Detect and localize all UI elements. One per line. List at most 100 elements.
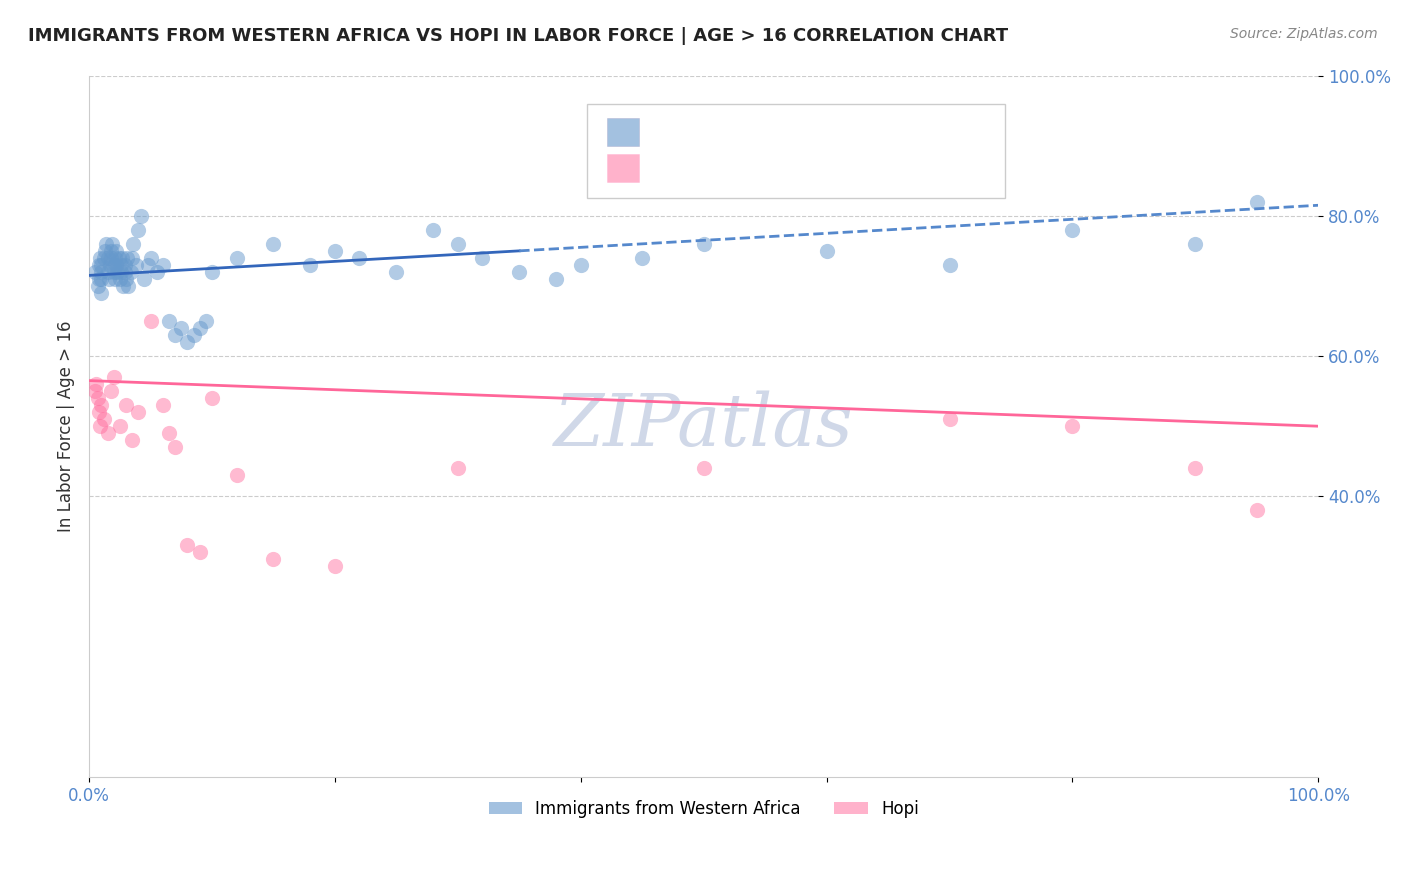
Point <box>114 258 136 272</box>
Point <box>103 265 125 279</box>
Point <box>105 244 128 258</box>
Point <box>86 377 108 392</box>
Point <box>111 251 134 265</box>
Point <box>87 258 110 272</box>
Point <box>299 258 322 272</box>
Point <box>139 251 162 265</box>
Point <box>201 265 224 279</box>
Point <box>508 265 530 279</box>
Point <box>447 461 470 475</box>
Point <box>569 258 592 272</box>
Point <box>129 209 152 223</box>
Point <box>96 251 118 265</box>
Point <box>100 384 122 398</box>
Point <box>385 265 408 279</box>
Text: N = 30: N = 30 <box>808 159 876 178</box>
Point <box>127 223 149 237</box>
Point <box>105 265 128 279</box>
Point <box>262 552 284 566</box>
FancyBboxPatch shape <box>586 103 1005 198</box>
Text: R =: R = <box>652 159 683 178</box>
Point <box>100 251 122 265</box>
Point <box>422 223 444 237</box>
Text: N = 75: N = 75 <box>808 121 876 139</box>
Point <box>86 279 108 293</box>
Point <box>120 265 142 279</box>
Point <box>1184 236 1206 251</box>
Point <box>201 391 224 405</box>
Point <box>89 251 111 265</box>
Point <box>93 251 115 265</box>
Point <box>90 398 112 412</box>
Point <box>114 265 136 279</box>
Point <box>89 419 111 434</box>
Point <box>115 251 138 265</box>
Point <box>121 251 143 265</box>
Point <box>938 412 960 426</box>
Text: IMMIGRANTS FROM WESTERN AFRICA VS HOPI IN LABOR FORCE | AGE > 16 CORRELATION CHA: IMMIGRANTS FROM WESTERN AFRICA VS HOPI I… <box>28 27 1008 45</box>
Point <box>188 321 211 335</box>
Point <box>107 251 129 265</box>
Point <box>152 398 174 412</box>
Point <box>225 251 247 265</box>
Y-axis label: In Labor Force | Age > 16: In Labor Force | Age > 16 <box>58 320 75 532</box>
Point <box>157 426 180 441</box>
Point <box>93 412 115 426</box>
Point <box>815 244 838 258</box>
Point <box>139 314 162 328</box>
Point <box>447 236 470 251</box>
Text: R =: R = <box>652 121 683 139</box>
Point <box>104 251 127 265</box>
Point <box>90 265 112 279</box>
Point <box>110 258 132 272</box>
Point <box>183 328 205 343</box>
Point <box>87 405 110 419</box>
Text: Source: ZipAtlas.com: Source: ZipAtlas.com <box>1230 27 1378 41</box>
Point <box>115 398 138 412</box>
Point <box>87 272 110 286</box>
Point <box>86 391 108 405</box>
Point <box>96 236 118 251</box>
Point <box>112 279 135 293</box>
Point <box>125 258 148 272</box>
Point <box>96 265 118 279</box>
Point <box>122 236 145 251</box>
Point <box>938 258 960 272</box>
Point <box>127 405 149 419</box>
Point <box>692 461 714 475</box>
Text: 0.168: 0.168 <box>710 121 761 139</box>
Point <box>170 321 193 335</box>
Point <box>194 314 217 328</box>
Point <box>90 285 112 300</box>
Point <box>152 258 174 272</box>
Point <box>110 265 132 279</box>
Point <box>225 468 247 483</box>
Point <box>98 258 121 272</box>
Point <box>165 328 187 343</box>
Text: -0.271: -0.271 <box>710 159 768 178</box>
Text: ZIPatlas: ZIPatlas <box>554 391 853 461</box>
Point <box>117 279 139 293</box>
Point <box>90 258 112 272</box>
Point <box>1184 461 1206 475</box>
Point <box>97 272 120 286</box>
Point <box>108 272 131 286</box>
Point <box>157 314 180 328</box>
Point <box>90 272 112 286</box>
Point <box>105 258 128 272</box>
Point <box>101 236 124 251</box>
Point <box>145 265 167 279</box>
FancyBboxPatch shape <box>606 154 638 182</box>
Point <box>115 272 138 286</box>
Point <box>84 265 107 279</box>
Point <box>100 244 122 258</box>
Point <box>136 258 159 272</box>
Point <box>94 244 117 258</box>
Point <box>631 251 654 265</box>
Point <box>188 545 211 559</box>
Point <box>323 244 346 258</box>
Point <box>262 236 284 251</box>
Point <box>323 559 346 574</box>
Point <box>176 538 198 552</box>
Point <box>104 272 127 286</box>
